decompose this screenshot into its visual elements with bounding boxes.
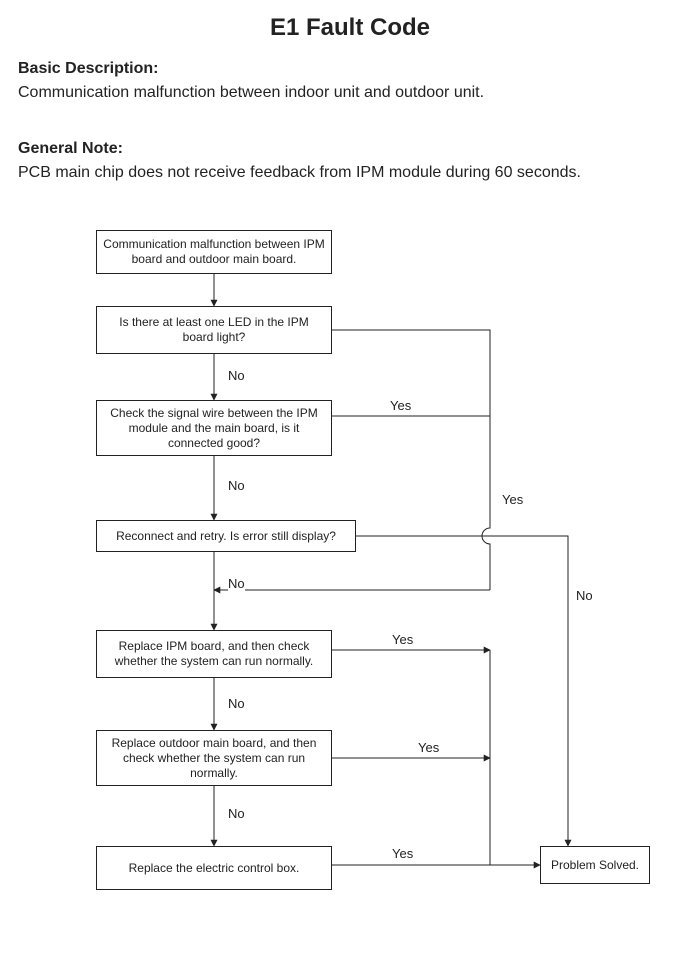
general-note-body: PCB main chip does not receive feedback …: [18, 164, 698, 182]
flowchart-edge-label: No: [228, 696, 245, 711]
flowchart-node-n6: Replace outdoor main board, and then che…: [96, 730, 332, 786]
flowchart-edge-label: No: [228, 576, 245, 591]
page: E1 Fault Code Basic Description: Communi…: [0, 0, 700, 963]
flowchart-edge-label: Yes: [418, 740, 439, 755]
general-note-heading-text: General Note:: [18, 140, 123, 157]
flowchart-node-n4: Reconnect and retry. Is error still disp…: [96, 520, 356, 552]
flowchart-node-n8: Problem Solved.: [540, 846, 650, 884]
flowchart-edge-label: No: [576, 588, 593, 603]
flowchart-node-n2: Is there at least one LED in the IPM boa…: [96, 306, 332, 354]
basic-description-body-text: Communication malfunction between indoor…: [18, 84, 484, 101]
basic-description-heading: Basic Description:: [18, 60, 158, 78]
basic-description-body: Communication malfunction between indoor…: [18, 84, 678, 102]
flowchart-edge-label: Yes: [392, 632, 413, 647]
page-title: E1 Fault Code: [0, 14, 700, 42]
basic-description-heading-text: Basic Description:: [18, 60, 158, 77]
general-note-body-text: PCB main chip does not receive feedback …: [18, 164, 581, 181]
flowchart-edge-label: Yes: [392, 846, 413, 861]
flowchart-edge-label: No: [228, 806, 245, 821]
flowchart-node-n3: Check the signal wire between the IPM mo…: [96, 400, 332, 456]
flowchart-edge-label: Yes: [502, 492, 523, 507]
flowchart-edge-label: Yes: [390, 398, 411, 413]
general-note-heading: General Note:: [18, 140, 123, 158]
flowchart-node-n1: Communication malfunction between IPM bo…: [96, 230, 332, 274]
page-title-text: E1 Fault Code: [270, 14, 430, 41]
flowchart-edge-label: No: [228, 478, 245, 493]
flowchart-node-n7: Replace the electric control box.: [96, 846, 332, 890]
flowchart-edge-label: No: [228, 368, 245, 383]
flowchart-node-n5: Replace IPM board, and then check whethe…: [96, 630, 332, 678]
